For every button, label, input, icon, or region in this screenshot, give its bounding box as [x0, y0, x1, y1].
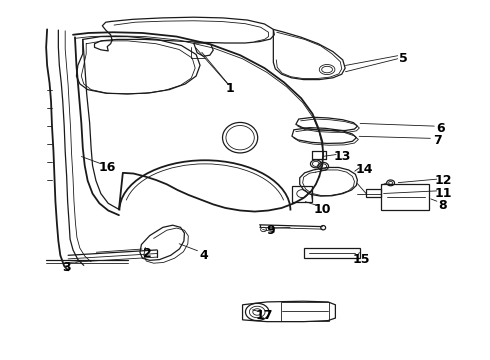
Text: 1: 1	[226, 82, 235, 95]
Text: 2: 2	[143, 247, 151, 260]
Text: 10: 10	[314, 203, 331, 216]
Text: 8: 8	[439, 199, 447, 212]
Text: 6: 6	[436, 122, 445, 135]
Text: 13: 13	[334, 150, 351, 163]
Text: 4: 4	[199, 249, 208, 262]
Text: 12: 12	[434, 174, 452, 187]
Text: 9: 9	[267, 224, 275, 238]
Text: 5: 5	[399, 51, 408, 64]
Text: 16: 16	[98, 161, 116, 174]
Text: 17: 17	[256, 309, 273, 322]
Text: 11: 11	[434, 187, 452, 200]
Text: 7: 7	[433, 134, 441, 147]
Text: 14: 14	[356, 163, 373, 176]
Text: 15: 15	[352, 253, 370, 266]
Text: 3: 3	[62, 261, 71, 274]
